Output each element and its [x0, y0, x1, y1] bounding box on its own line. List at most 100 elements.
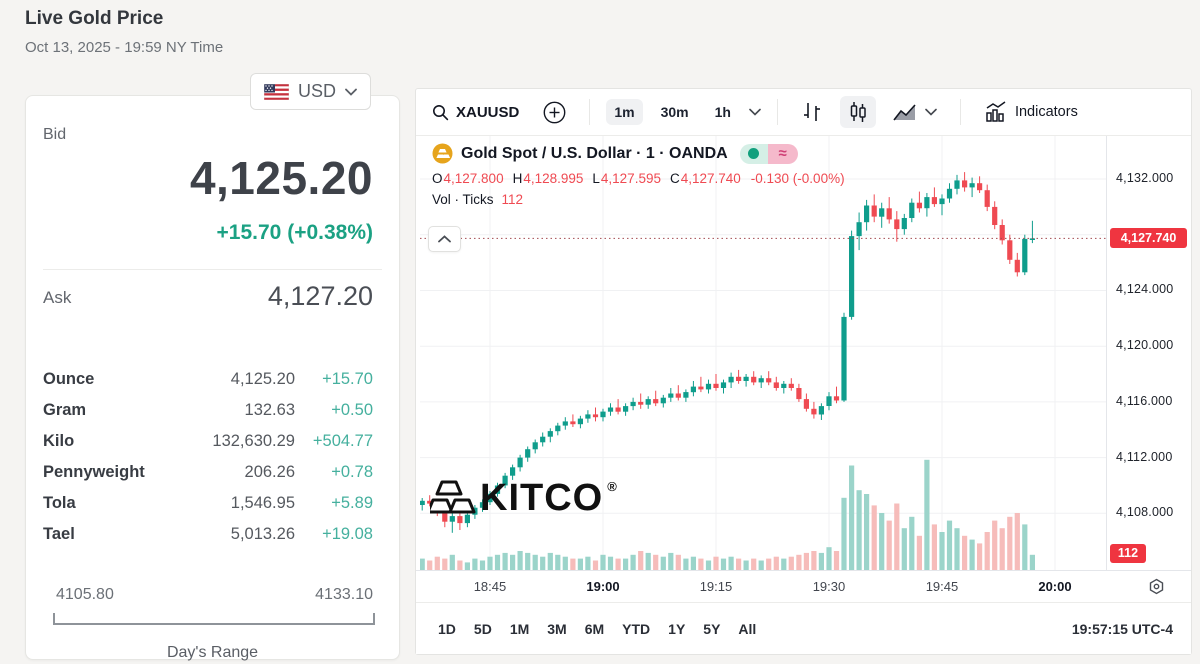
chart-footer: 1D 5D 1M 3M 6M YTD 1Y 5Y All 19:57:15 UT… [416, 602, 1191, 654]
interval-button-1m[interactable]: 1m [606, 99, 643, 125]
table-row: Kilo 132,630.29 +504.77 [43, 426, 373, 457]
last-price-badge: 4,127.740 [1110, 228, 1187, 249]
table-row: Ounce 4,125.20 +15.70 [43, 364, 373, 395]
toolbar-separator [959, 99, 961, 125]
unit-label: Tael [43, 525, 75, 543]
unit-change: +15.70 [322, 370, 373, 388]
date-range-buttons: 1D 5D 1M 3M 6M YTD 1Y 5Y All [438, 621, 756, 637]
volume-value: 112 [501, 192, 524, 207]
symbol-search-button[interactable]: XAUUSD [432, 99, 526, 126]
interval-button-1h[interactable]: 1h [714, 104, 731, 120]
range-button-5d[interactable]: 5D [473, 620, 492, 637]
days-range-values: 4105.80 4133.10 [56, 586, 373, 604]
candles-style-button[interactable] [839, 96, 876, 128]
chart-clock[interactable]: 19:57:15 UTC-4 [1071, 620, 1173, 637]
unit-value: 5,013.26 [230, 525, 295, 543]
ask-label: Ask [43, 288, 72, 307]
candles-style-icon [847, 101, 869, 123]
indicators-icon [984, 100, 1008, 124]
close-value: 4,127.740 [680, 171, 741, 186]
price-axis-label: 4,108.000 [1116, 505, 1174, 520]
area-style-button[interactable] [886, 97, 944, 127]
open-label: O [432, 171, 443, 186]
ohlc-row: O 4,127.800 H 4,128.995 L 4,127.595 C 4,127.… [432, 171, 845, 186]
bid-change: +15.70 (+0.38%) [216, 221, 373, 244]
interval-button-30m[interactable]: 30m [660, 104, 689, 120]
bars-style-button[interactable] [794, 96, 830, 128]
indicators-button[interactable]: Indicators [977, 95, 1085, 129]
bar-change-value: -0.130 (-0.00%) [750, 171, 845, 186]
range-button-ytd[interactable]: YTD [622, 620, 651, 637]
ask-value: 4,127.20 [267, 281, 373, 311]
symbol-label: XAUUSD [456, 103, 520, 121]
unit-change: +0.50 [331, 401, 373, 419]
candlestick-chart [420, 136, 1108, 570]
gold-bars-logo-icon [430, 478, 476, 518]
time-axis-label: 19:15 [699, 579, 733, 594]
legend-collapse-button[interactable] [428, 226, 461, 252]
compare-add-button[interactable] [536, 96, 573, 129]
currency-select[interactable]: USD [249, 73, 371, 110]
unit-value: 132,630.29 [212, 432, 295, 450]
range-high: 4133.10 [315, 586, 373, 603]
indicators-label: Indicators [1014, 104, 1078, 120]
unit-value: 132.63 [244, 401, 295, 419]
unit-change: +5.89 [331, 494, 373, 512]
range-button-3m[interactable]: 3M [547, 620, 567, 637]
candles [420, 172, 1035, 533]
us-flag-icon [263, 83, 289, 100]
approx-data-pill: ≈ [767, 143, 798, 164]
bid-label: Bid [43, 126, 67, 143]
range-button-1m[interactable]: 1M [509, 620, 530, 637]
interval-dropdown-chevron-icon[interactable] [749, 108, 761, 116]
gold-coin-icon [432, 143, 453, 164]
time-axis-label: 19:00 [586, 579, 620, 594]
bars-style-icon [801, 101, 823, 123]
volume-label: Vol · Ticks [432, 192, 494, 207]
chart-panel: XAUUSD 1m 30m 1h [415, 88, 1192, 655]
time-axis[interactable]: 18:45 19:00 19:15 19:30 19:45 20:00 [416, 570, 1191, 602]
quote-column: Live Gold Price Oct 13, 2025 - 19:59 NY … [25, 8, 400, 661]
unit-value: 206.26 [244, 463, 295, 481]
chevron-down-icon [345, 88, 357, 96]
time-axis-label: 19:45 [925, 579, 959, 594]
volume-row: Vol · Ticks 112 [432, 192, 845, 207]
low-value: 4,127.595 [600, 171, 661, 186]
price-axis-label: 4,120.000 [1116, 338, 1174, 353]
close-label: C [669, 171, 680, 186]
range-button-5y[interactable]: 5Y [703, 620, 721, 637]
chart-title: Gold Spot / U.S. Dollar · 1 · OANDA [461, 144, 728, 162]
range-button-1y[interactable]: 1Y [668, 620, 686, 637]
unit-label: Pennyweight [43, 463, 145, 481]
unit-price-table: Ounce 4,125.20 +15.70 Gram 132.63 +0.50 … [43, 364, 373, 550]
plus-circle-icon [543, 101, 566, 124]
price-axis[interactable]: 4,108.000 4,112.000 4,116.000 4,120.000 4,12… [1106, 136, 1191, 570]
toolbar-separator [776, 99, 778, 125]
range-button-1d[interactable]: 1D [438, 620, 456, 637]
kitco-watermark-text: KITCO [480, 477, 604, 519]
table-row: Pennyweight 206.26 +0.78 [43, 457, 373, 488]
axis-settings-icon[interactable] [1148, 578, 1165, 595]
unit-label: Kilo [43, 432, 75, 450]
price-axis-label: 4,132.000 [1116, 171, 1174, 186]
currency-label: USD [297, 81, 336, 101]
toolbar-separator [589, 99, 591, 125]
unit-value: 4,125.20 [230, 370, 295, 388]
volume-bars [420, 459, 1035, 570]
price-axis-label: 4,112.000 [1116, 449, 1173, 464]
page-subtitle: Oct 13, 2025 - 19:59 NY Time [25, 39, 224, 56]
style-dropdown-chevron-icon [925, 108, 937, 116]
range-button-6m[interactable]: 6M [584, 620, 605, 637]
unit-label: Ounce [43, 370, 95, 388]
range-button-all[interactable]: All [738, 620, 757, 637]
unit-label: Gram [43, 401, 87, 419]
search-icon [432, 104, 449, 121]
quote-card: USD Bid 4,125.20 +15.70 (+0.38%) Ask 4,1… [25, 73, 400, 661]
unit-value: 1,546.95 [230, 494, 295, 512]
registered-mark: ® [607, 479, 617, 494]
time-axis-label: 19:30 [812, 579, 846, 594]
chart-plot-area[interactable]: KITCO ® Gold Spot / U.S. Dollar · 1 · OA… [416, 136, 1191, 570]
volume-badge: 112 [1110, 544, 1146, 563]
range-low: 4105.80 [56, 586, 114, 603]
